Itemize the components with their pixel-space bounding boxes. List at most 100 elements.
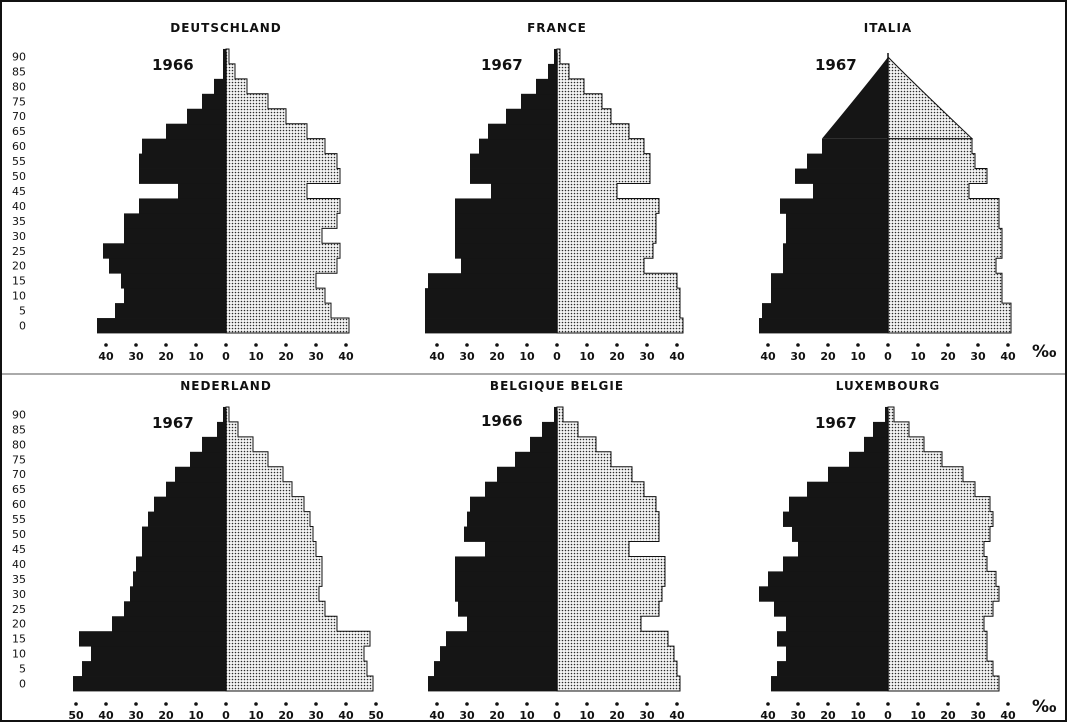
- x-tick-label: 20: [278, 709, 294, 722]
- age-label: 55: [12, 513, 26, 526]
- male-bar-age-25: [774, 601, 888, 617]
- male-bar-age-20: [783, 258, 888, 274]
- male-bar-age-20: [461, 258, 557, 274]
- x-tick-dot: [886, 702, 890, 706]
- male-bar-age-80: [202, 436, 226, 453]
- x-tick-dot: [766, 702, 770, 706]
- male-bar-age-55: [783, 511, 888, 527]
- x-tick-label: 30: [128, 709, 144, 722]
- male-bar-age-50: [470, 168, 557, 184]
- age-label: 5: [19, 663, 26, 676]
- male-bar-age-60: [470, 496, 557, 512]
- male-bar-age-70: [497, 466, 557, 483]
- male-bar-age-85: [217, 421, 226, 438]
- x-tick-dot: [615, 343, 619, 347]
- x-tick-label: 10: [248, 709, 264, 722]
- male-bar-age-75: [849, 451, 888, 468]
- panel-year: 1967: [481, 56, 523, 74]
- x-tick-dot: [104, 702, 108, 706]
- panel-title: DEUTSCHLAND: [170, 21, 282, 35]
- female-curve-older-ages: [887, 55, 974, 140]
- male-bar-age-60: [789, 496, 888, 512]
- x-tick-dot: [495, 702, 499, 706]
- male-bar-age-70: [175, 466, 226, 483]
- male-bar-age-55: [148, 511, 226, 527]
- x-tick-dot: [495, 343, 499, 347]
- age-label: 40: [12, 558, 26, 571]
- age-label: 90: [12, 50, 26, 63]
- x-tick-label: 20: [158, 350, 174, 363]
- x-tick-label: 30: [459, 350, 475, 363]
- x-tick-dot: [74, 702, 78, 706]
- x-tick-dot: [585, 702, 589, 706]
- male-bar-age-40: [455, 198, 557, 214]
- x-tick-label: 40: [669, 709, 685, 722]
- age-label: 50: [12, 170, 26, 183]
- age-label: 30: [12, 230, 26, 243]
- panel-title: ITALIA: [864, 21, 912, 35]
- x-tick-dot: [224, 702, 228, 706]
- panel-year: 1966: [481, 412, 523, 430]
- age-label: 25: [12, 245, 26, 258]
- x-tick-label: 50: [368, 709, 384, 722]
- x-tick-dot: [465, 702, 469, 706]
- x-tick-label: 20: [158, 709, 174, 722]
- age-label: 75: [12, 95, 26, 108]
- male-bar-age-75: [202, 93, 226, 110]
- male-bar-age-30: [786, 228, 888, 244]
- x-tick-label: 10: [579, 709, 595, 722]
- x-tick-label: 30: [970, 350, 986, 363]
- age-label: 10: [12, 648, 26, 661]
- age-label: 45: [12, 543, 26, 556]
- age-label: 60: [12, 498, 26, 511]
- male-bar-age-75: [515, 451, 557, 468]
- male-bar-age-30: [455, 586, 557, 602]
- age-label: 85: [12, 65, 26, 78]
- age-label: 70: [12, 110, 26, 123]
- panel-year: 1967: [815, 56, 857, 74]
- male-bar-age-55: [470, 153, 557, 169]
- x-tick-label: 20: [609, 709, 625, 722]
- male-bar-age-70: [187, 108, 226, 125]
- age-label: 80: [12, 80, 26, 93]
- x-tick-label: 40: [338, 709, 354, 722]
- x-tick-dot: [284, 343, 288, 347]
- x-tick-dot: [826, 702, 830, 706]
- male-bar-age-85: [873, 421, 888, 438]
- age-label: 0: [19, 320, 26, 333]
- male-bar-age-20: [112, 616, 226, 632]
- male-bar-age-30: [124, 228, 226, 244]
- x-tick-label: 40: [760, 350, 776, 363]
- male-bar-age-90: [554, 406, 557, 423]
- male-bar-age-35: [786, 213, 888, 229]
- x-tick-dot: [615, 702, 619, 706]
- x-tick-dot: [134, 343, 138, 347]
- x-tick-label: 30: [308, 709, 324, 722]
- age-label: 90: [12, 408, 26, 421]
- male-bar-age-0: [97, 318, 226, 334]
- x-tick-dot: [886, 343, 890, 347]
- male-bar-age-65: [485, 481, 557, 498]
- x-tick-dot: [946, 343, 950, 347]
- x-tick-label: 20: [820, 350, 836, 363]
- x-tick-label: 0: [884, 350, 892, 363]
- male-bar-age-30: [455, 228, 557, 244]
- x-tick-label: 0: [553, 350, 561, 363]
- x-tick-label: 10: [188, 350, 204, 363]
- x-tick-dot: [344, 343, 348, 347]
- x-tick-dot: [194, 702, 198, 706]
- panel-title: LUXEMBOURG: [836, 379, 941, 393]
- male-bar-age-10: [425, 288, 557, 304]
- male-bar-age-80: [536, 78, 557, 95]
- x-tick-dot: [675, 702, 679, 706]
- female-bars: [556, 406, 681, 692]
- x-tick-label: 0: [222, 709, 230, 722]
- x-tick-dot: [134, 702, 138, 706]
- age-label: 35: [12, 573, 26, 586]
- age-label: 30: [12, 588, 26, 601]
- pyramid-panels: DEUTSCHLAND 1966 40 30 20 10 0 10 20 30 40 90 85 80 75…: [12, 21, 1016, 722]
- male-bar-age-90: [223, 406, 226, 423]
- panel-title: BELGIQUE BELGIE: [490, 379, 624, 393]
- x-tick-dot: [374, 702, 378, 706]
